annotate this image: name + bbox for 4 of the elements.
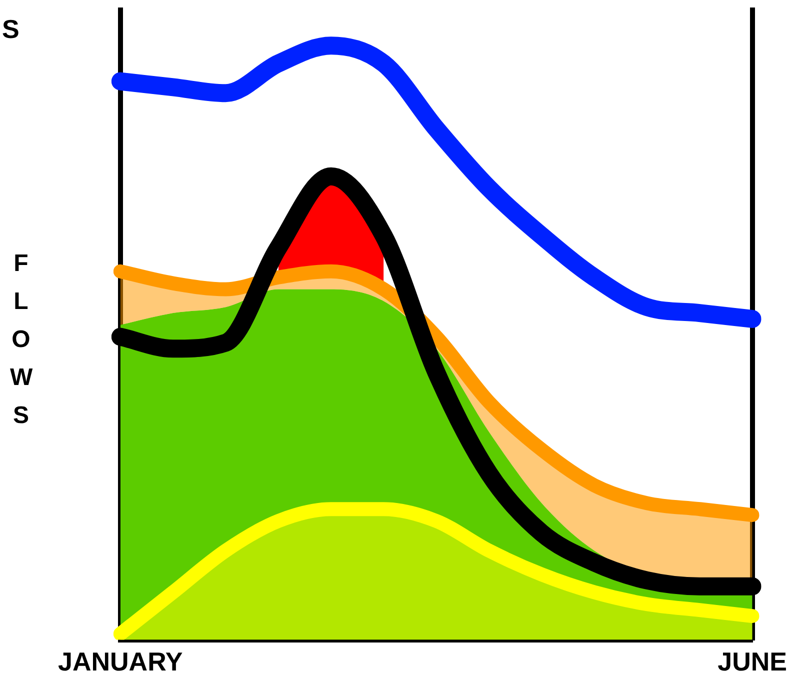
x-tick-label: JANUARY bbox=[58, 646, 183, 677]
x-tick-label: JUNE bbox=[718, 646, 787, 677]
text: S bbox=[2, 14, 20, 45]
y-axis-title: FLOWS bbox=[10, 249, 33, 431]
